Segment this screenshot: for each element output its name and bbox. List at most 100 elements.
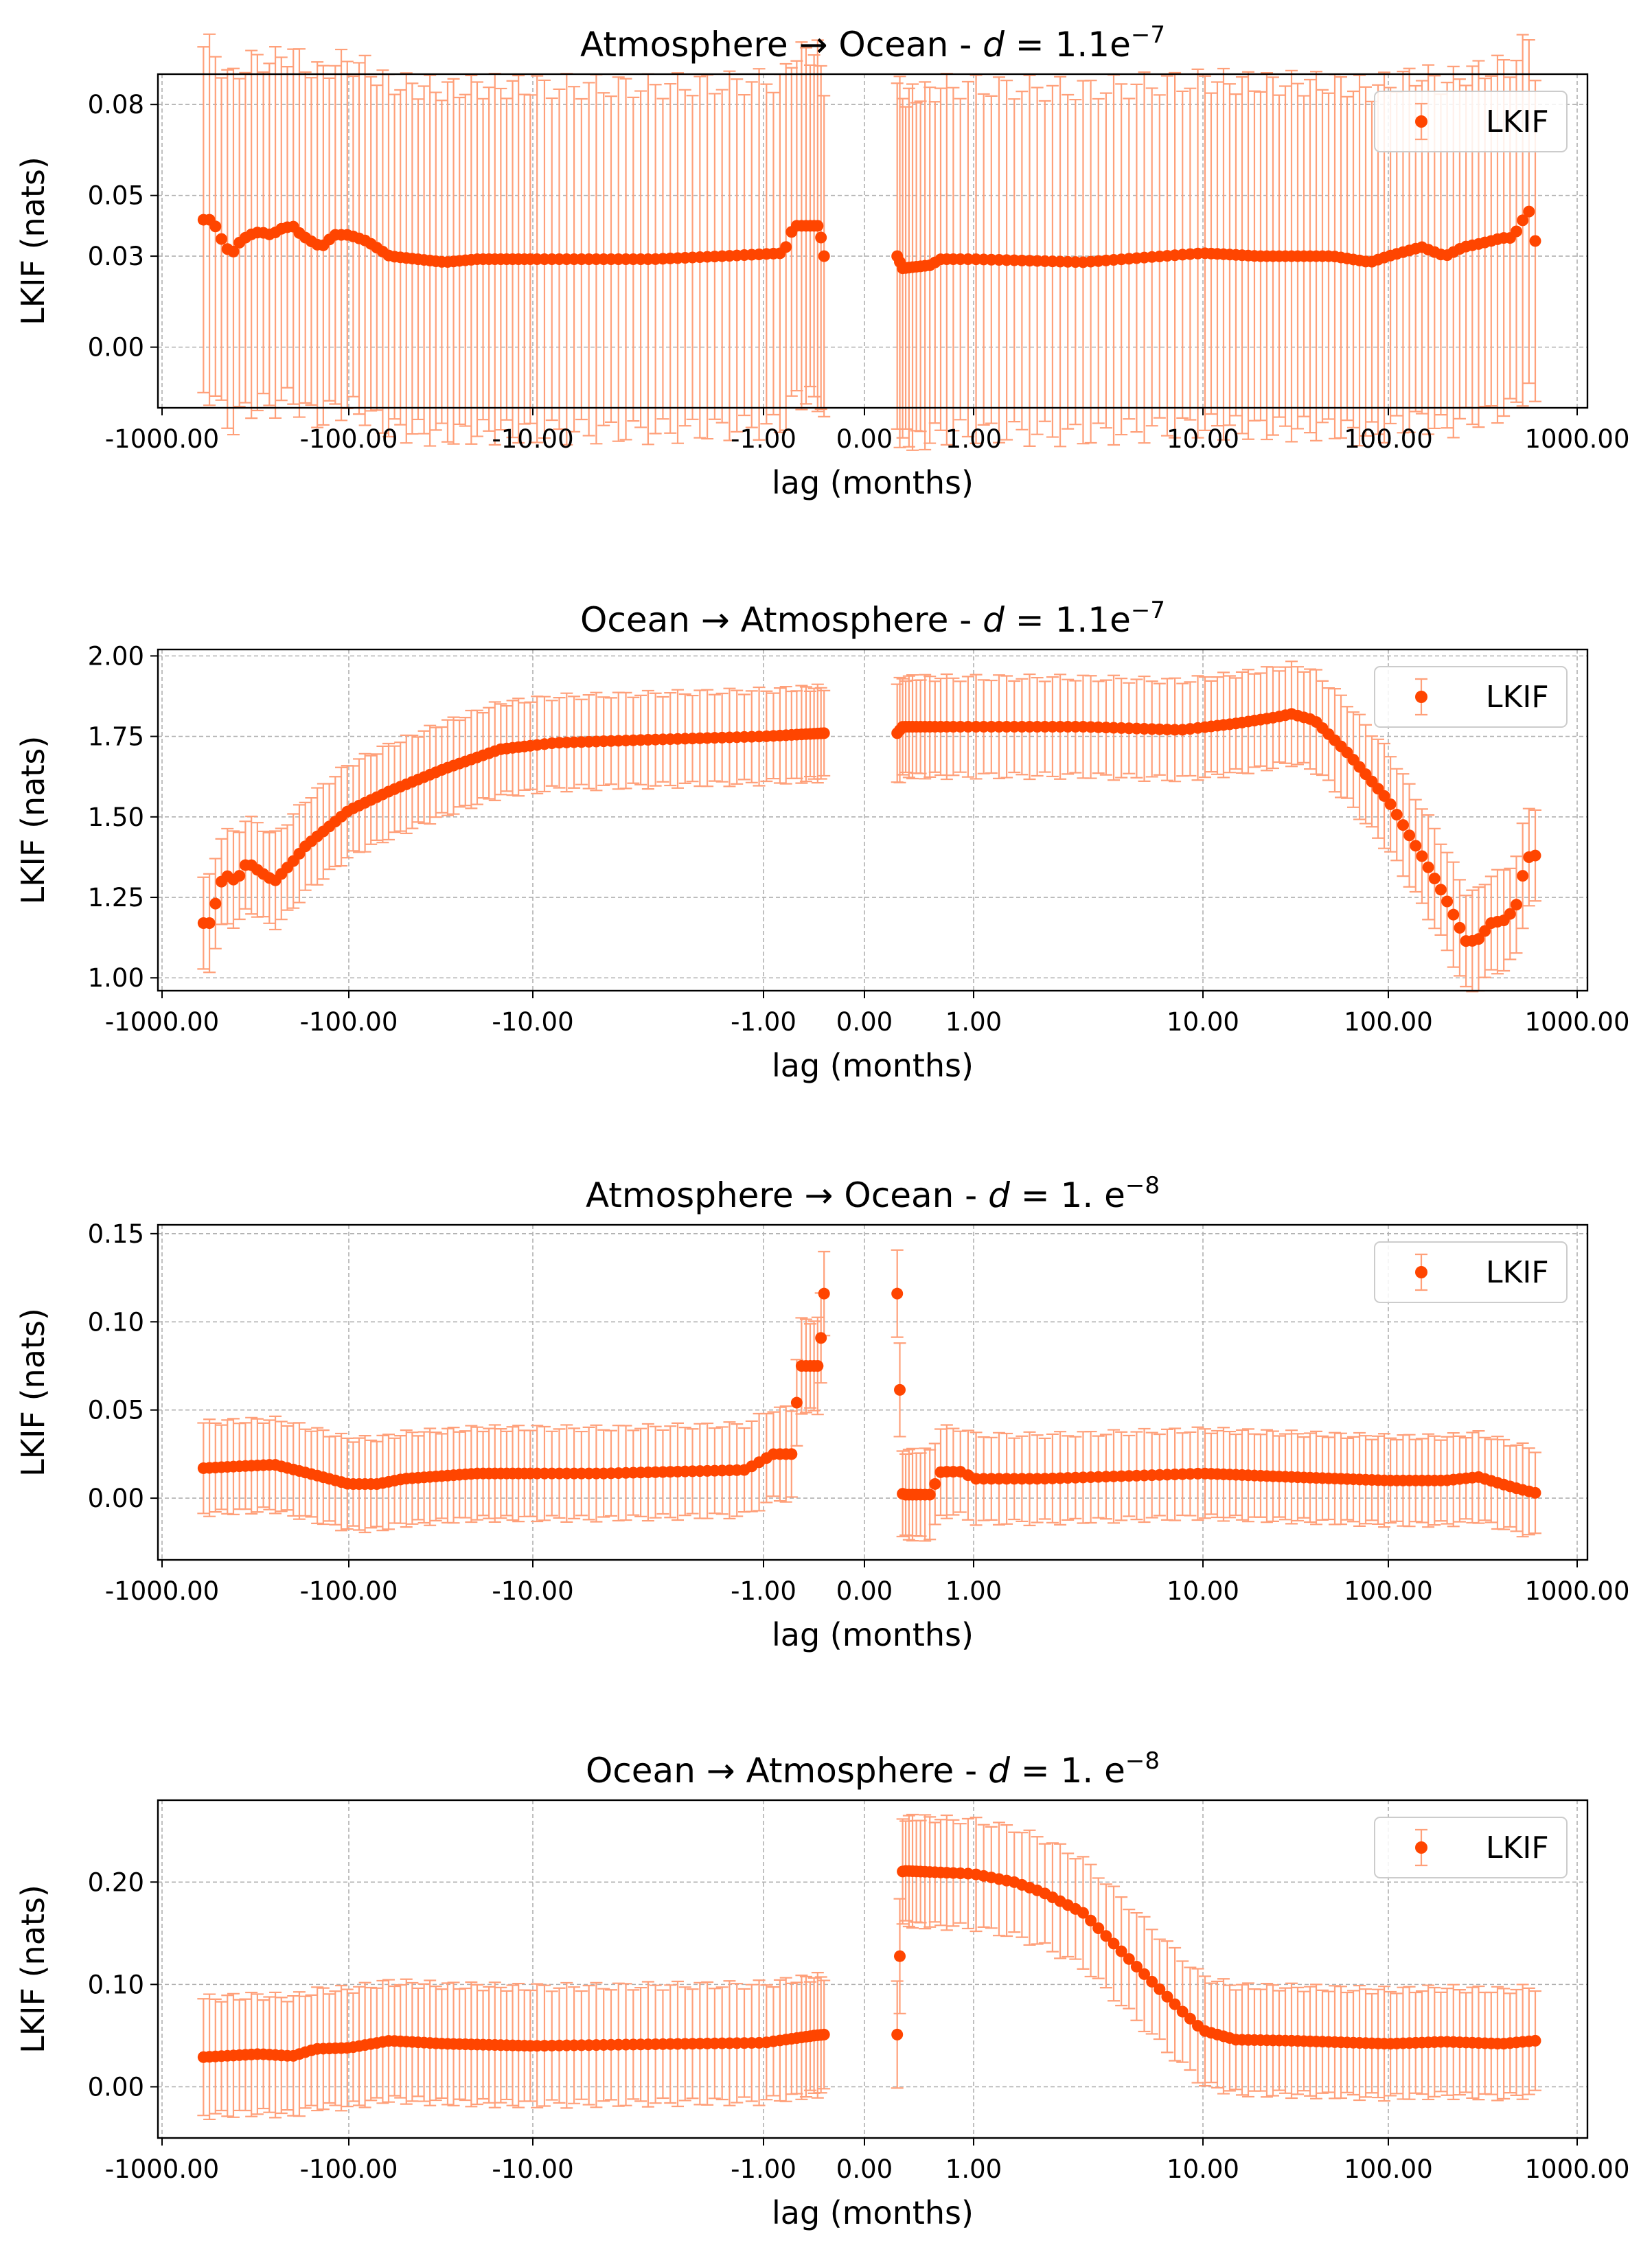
y-axis-label: LKIF (nats): [14, 1885, 51, 2054]
data-point: [209, 220, 222, 233]
data-point: [1510, 225, 1522, 238]
legend-marker: [1415, 1266, 1427, 1278]
y-axis-label: LKIF (nats): [14, 1308, 51, 1477]
data-point: [818, 2028, 830, 2040]
data-point: [790, 1396, 803, 1409]
chart-panel-3: -1000.00 -100.00 -10.00 -1.00 0.00 1.00 10.00 1…: [14, 1172, 1630, 1653]
x-tick-label: 0.00: [836, 1576, 893, 1606]
data-point: [1434, 884, 1447, 896]
data-point: [1472, 933, 1484, 945]
legend: LKIF: [1374, 91, 1568, 152]
legend-box: [1374, 91, 1568, 152]
y-tick-label: 0.00: [88, 2072, 144, 2102]
data-point: [1115, 1945, 1127, 1957]
x-tick-label: 0.00: [836, 424, 893, 454]
data-point: [1529, 235, 1541, 247]
data-point: [818, 727, 830, 739]
errorbars: [197, 1813, 1541, 2121]
x-tick-label: 1.00: [945, 424, 1002, 454]
data-point: [1146, 1975, 1158, 1988]
data-point: [818, 1287, 830, 1300]
data-point: [1454, 921, 1466, 934]
x-axis-label: lag (months): [772, 1616, 974, 1653]
x-tick-label: 10.00: [1167, 1007, 1239, 1037]
x-tick-label: -1.00: [731, 2154, 796, 2184]
legend-label: LKIF: [1486, 1830, 1549, 1865]
data-point: [1422, 861, 1434, 873]
data-point: [209, 897, 222, 910]
legend: LKIF: [1374, 1817, 1568, 1878]
x-tick-label: -1.00: [731, 1576, 796, 1606]
data-point: [929, 1477, 941, 1490]
x-tick-label: -1000.00: [105, 2154, 219, 2184]
legend-marker: [1415, 691, 1427, 703]
y-axis-label: LKIF (nats): [14, 736, 51, 905]
x-tick-label: 100.00: [1344, 2154, 1432, 2184]
y-tick-label: 0.03: [88, 242, 144, 271]
x-axis-label: lag (months): [772, 1047, 974, 1084]
x-tick-label: 1000.00: [1524, 424, 1629, 454]
data-point: [1378, 790, 1390, 802]
axes-frame: [157, 73, 1589, 409]
x-tick-label: 1.00: [945, 2154, 1002, 2184]
x-tick-label: 10.00: [1167, 424, 1239, 454]
data-point: [1108, 1937, 1120, 1950]
data-point: [1517, 214, 1529, 227]
data-point: [1529, 849, 1541, 862]
data-points: [197, 205, 1541, 275]
data-point: [1077, 1907, 1089, 1919]
errorbars: [197, 1249, 1541, 1542]
y-tick-label: 0.08: [88, 90, 144, 119]
chart-title: Atmosphere → Ocean - d = 1.1e−7: [580, 21, 1165, 65]
x-tick-label: -100.00: [300, 2154, 398, 2184]
data-point: [812, 220, 824, 232]
x-tick-label: -10.00: [492, 1576, 573, 1606]
data-point: [962, 721, 974, 733]
chart-title: Ocean → Atmosphere - d = 1.1e−7: [580, 597, 1165, 640]
x-tick-label: -1000.00: [105, 424, 219, 454]
data-point: [891, 2028, 904, 2040]
data-points: [197, 1287, 1541, 1501]
data-point: [1428, 873, 1441, 885]
x-tick-label: 1000.00: [1524, 2154, 1629, 2184]
data-point: [1447, 908, 1460, 921]
data-point: [780, 241, 792, 253]
x-tick-label: 100.00: [1344, 1007, 1432, 1037]
data-point: [894, 1383, 906, 1396]
data-point: [1441, 895, 1454, 908]
y-tick-label: 0.10: [88, 1970, 144, 1999]
data-point: [923, 1488, 936, 1501]
x-tick-label: -1.00: [731, 1007, 796, 1037]
data-point: [1529, 2034, 1541, 2047]
axes-frame: [157, 1223, 1589, 1561]
legend-label: LKIF: [1486, 104, 1549, 139]
y-tick-label: 0.00: [88, 1484, 144, 1513]
data-point: [1154, 1983, 1166, 1995]
data-point: [1161, 1990, 1173, 2003]
data-point: [1176, 2005, 1189, 2018]
data-point: [1123, 1953, 1135, 1965]
legend-box: [1374, 1241, 1568, 1303]
data-point: [815, 1332, 827, 1344]
legend: LKIF: [1374, 666, 1568, 728]
data-point: [1410, 840, 1422, 852]
data-point: [233, 870, 246, 882]
x-tick-label: 10.00: [1167, 1576, 1239, 1606]
data-point: [1416, 850, 1428, 862]
data-point: [1510, 899, 1522, 911]
data-point: [1138, 1968, 1151, 1980]
x-tick-label: 1000.00: [1524, 1576, 1629, 1606]
legend-label: LKIF: [1486, 680, 1549, 715]
data-point: [812, 1359, 824, 1372]
y-tick-label: 0.10: [88, 1307, 144, 1337]
data-point: [815, 231, 827, 244]
x-tick-label: 100.00: [1344, 1576, 1432, 1606]
x-axis-label: lag (months): [772, 464, 974, 501]
x-tick-label: -10.00: [492, 2154, 573, 2184]
errorbars: [197, 660, 1541, 993]
x-tick-label: -10.00: [492, 1007, 573, 1037]
y-tick-label: 1.00: [88, 963, 144, 993]
chart-title: Atmosphere → Ocean - d = 1. e−8: [586, 1172, 1160, 1215]
x-tick-label: 0.00: [836, 2154, 893, 2184]
